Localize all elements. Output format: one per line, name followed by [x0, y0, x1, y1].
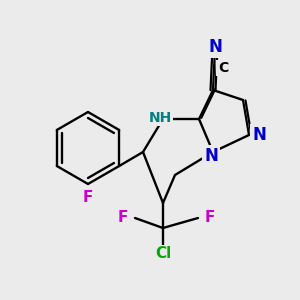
Text: F: F	[118, 211, 128, 226]
Text: N: N	[204, 147, 218, 165]
Text: Cl: Cl	[155, 247, 171, 262]
Text: N: N	[252, 126, 266, 144]
Text: C: C	[218, 61, 228, 75]
Text: N: N	[208, 38, 222, 56]
Text: NH: NH	[148, 111, 172, 125]
Text: F: F	[83, 190, 93, 206]
Text: F: F	[205, 211, 215, 226]
